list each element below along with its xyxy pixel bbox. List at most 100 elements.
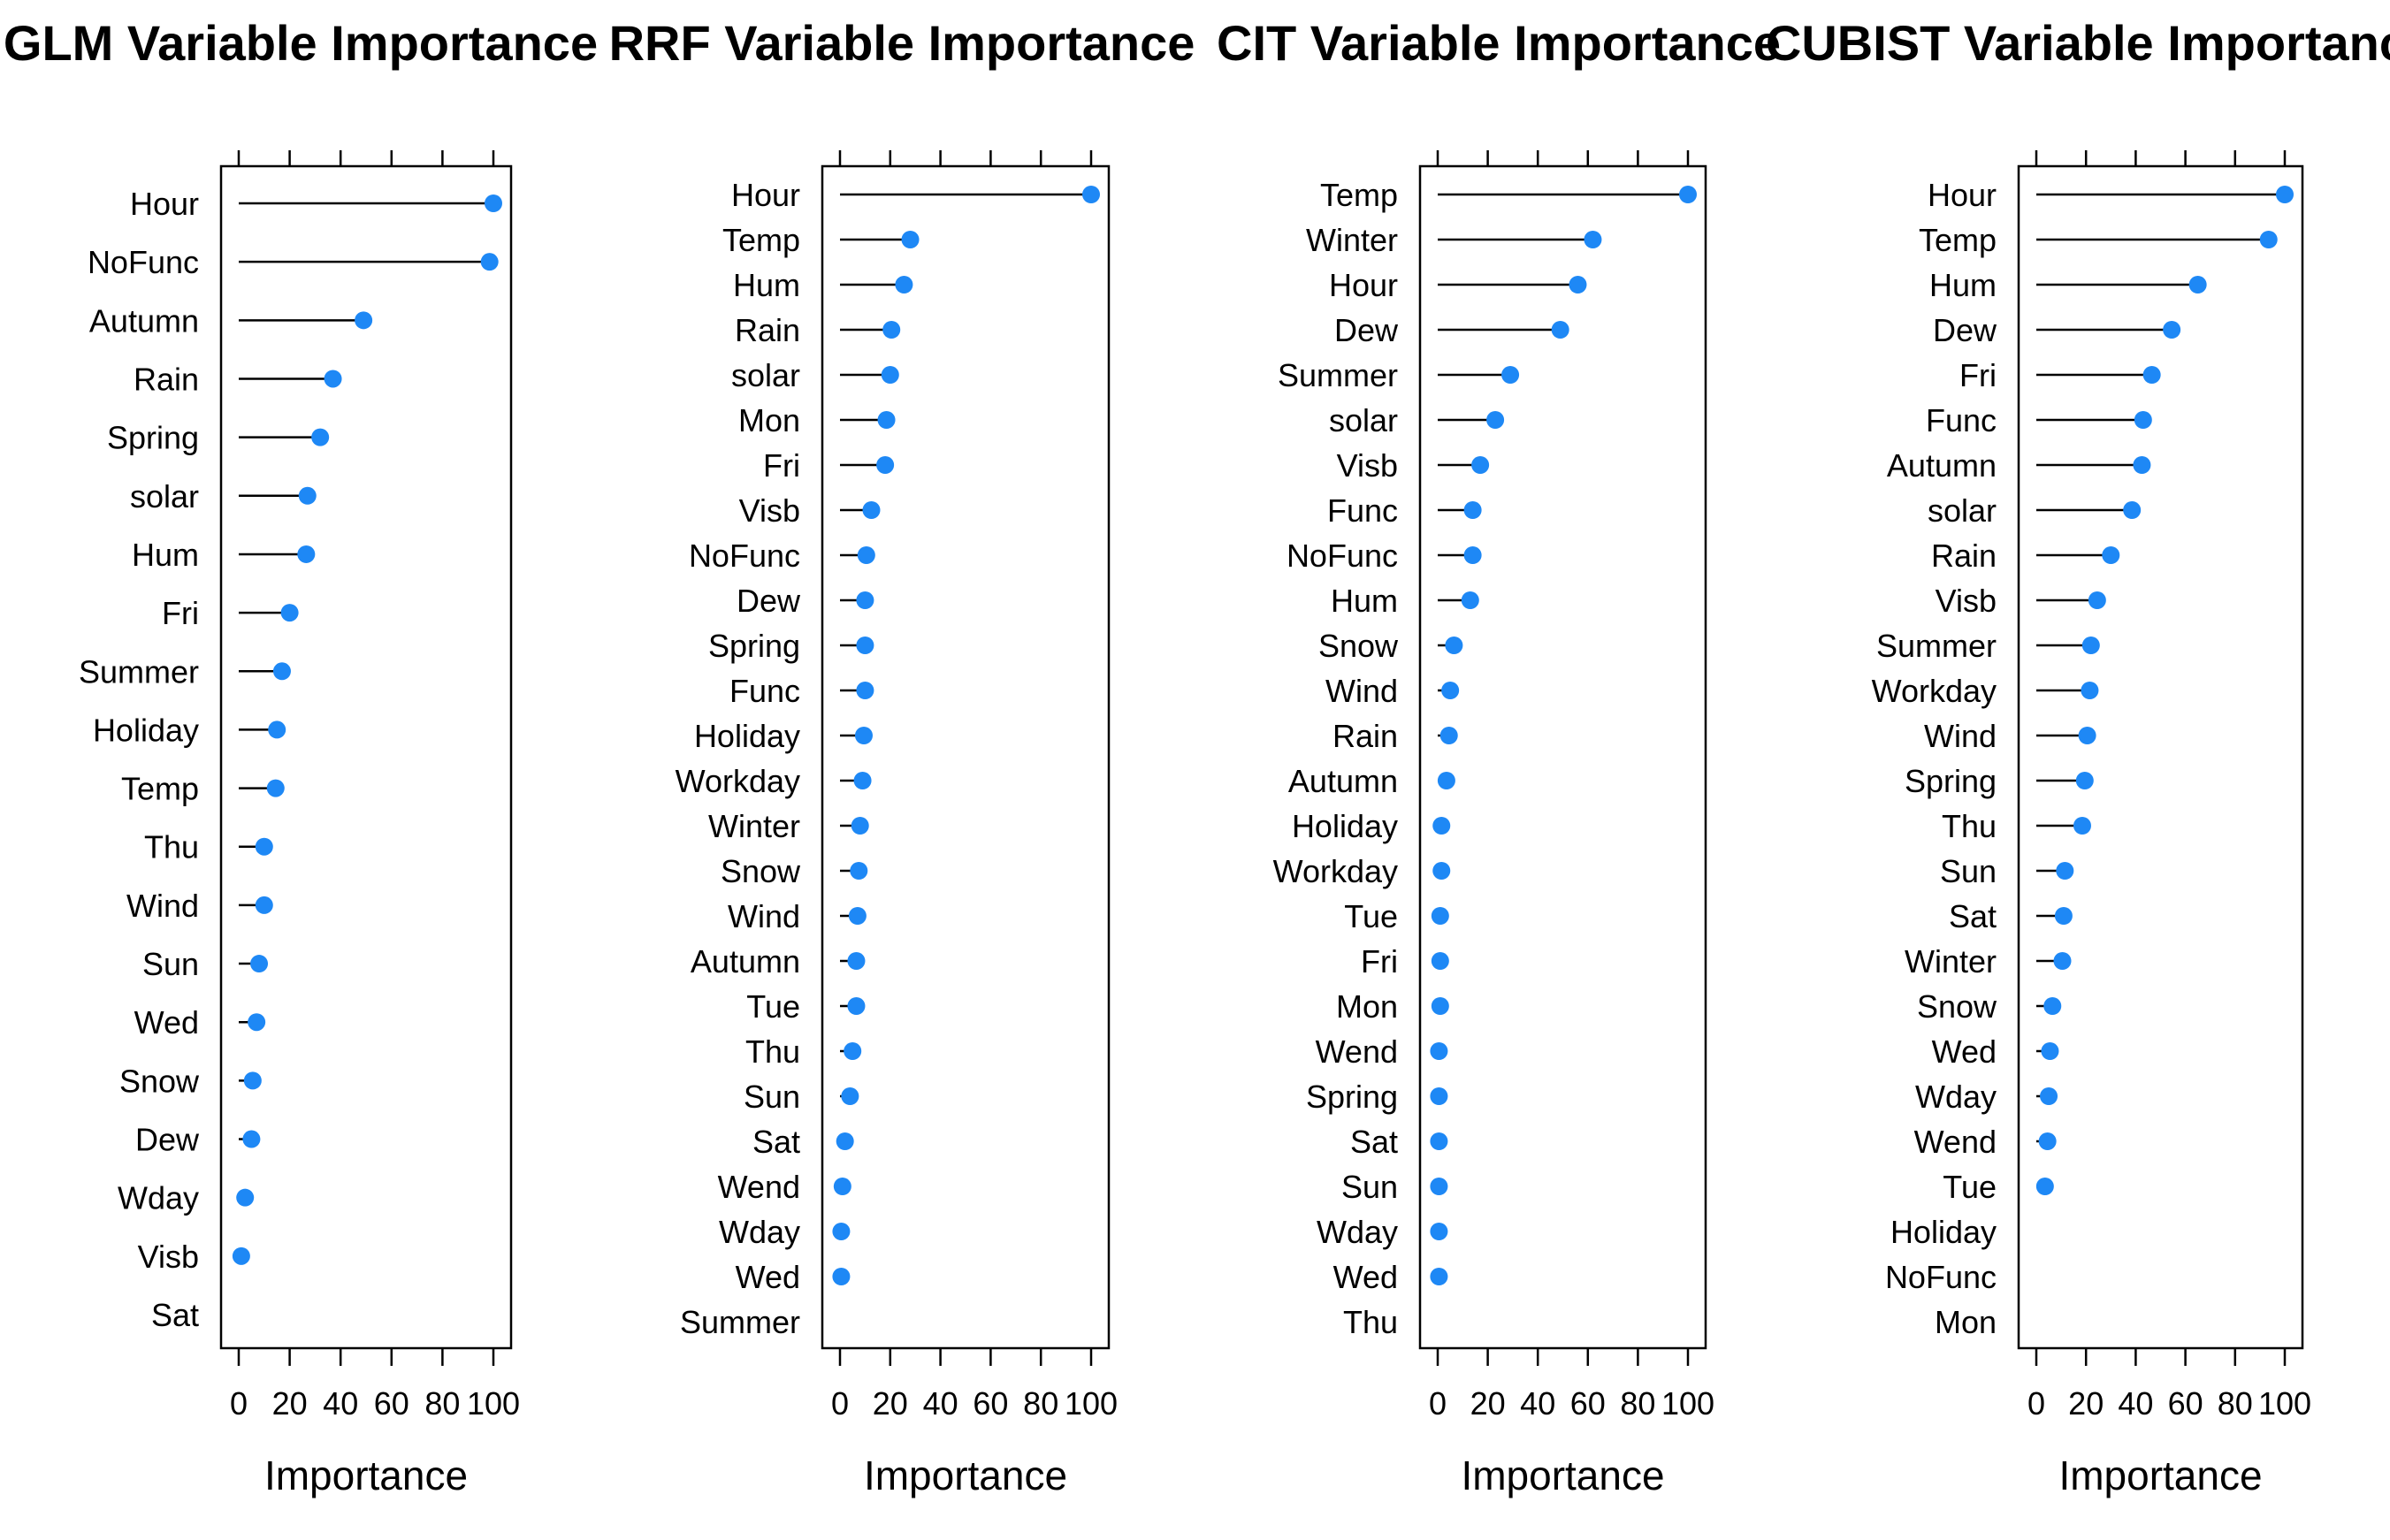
category-label: Fri: [162, 595, 199, 631]
data-point: [272, 662, 291, 681]
category-label: Mon: [738, 402, 800, 438]
category-label: Autumn: [691, 943, 800, 980]
x-tick-label: 40: [2118, 1385, 2153, 1422]
data-point: [2053, 952, 2072, 970]
x-tick-label: 80: [424, 1385, 460, 1422]
category-label: Spring: [1306, 1079, 1398, 1115]
x-axis-label: Importance: [1461, 1452, 1664, 1498]
category-label: Holiday: [1292, 808, 1398, 844]
category-label: Wed: [1333, 1259, 1398, 1295]
data-point: [297, 545, 316, 563]
x-tick-label: 20: [1470, 1385, 1506, 1422]
category-label: Wind: [126, 888, 199, 924]
category-label: solar: [1928, 492, 1997, 529]
plot-frame: [821, 164, 1111, 1350]
chart-title: CUBIST Variable Importance: [1766, 15, 2390, 71]
category-label: Temp: [1320, 177, 1398, 213]
data-point: [844, 1042, 862, 1060]
data-point: [2041, 1042, 2059, 1060]
category-label: Spring: [107, 420, 199, 456]
category-label: Winter: [708, 808, 800, 844]
data-point: [877, 411, 896, 429]
category-label: Snow: [1917, 988, 1997, 1025]
category-label: Rain: [134, 361, 199, 397]
x-axis-label: Importance: [264, 1452, 468, 1498]
data-point: [248, 1013, 266, 1032]
category-label: Winter: [1306, 222, 1398, 258]
category-label: Fri: [1361, 943, 1398, 980]
x-tick-label: 20: [272, 1385, 308, 1422]
data-point: [2043, 997, 2062, 1015]
data-point: [847, 997, 866, 1015]
data-point: [1430, 1178, 1448, 1195]
data-point: [2040, 1087, 2058, 1105]
x-tick-label: 100: [2258, 1385, 2311, 1422]
data-point: [856, 591, 874, 609]
data-point: [1584, 231, 1602, 248]
plot-frame: [219, 164, 513, 1350]
category-label: Sat: [151, 1297, 199, 1333]
category-label: Temp: [722, 222, 800, 258]
category-label: Winter: [1905, 943, 1997, 980]
data-point: [1501, 366, 1520, 384]
data-point: [311, 428, 330, 446]
category-label: Mon: [1336, 988, 1398, 1025]
category-label: Holiday: [694, 718, 800, 754]
category-label: Summer: [1278, 357, 1398, 393]
category-label: Thu: [745, 1033, 800, 1070]
data-point: [2038, 1132, 2057, 1150]
category-label: Func: [729, 673, 800, 709]
data-point: [857, 546, 875, 564]
data-point: [1430, 1132, 1448, 1150]
chart-panel-4: CUBIST Variable Importance 0 20 40 60 80 100 Im…: [1766, 15, 2390, 1498]
data-point: [850, 862, 868, 880]
data-point: [832, 1268, 851, 1285]
category-label: Wday: [118, 1180, 199, 1216]
x-tick-label: 100: [1065, 1385, 1118, 1422]
category-label: Hum: [132, 537, 199, 573]
category-label: Wend: [1914, 1124, 1997, 1160]
data-point: [856, 637, 874, 654]
data-point: [2054, 907, 2073, 925]
category-label: Holiday: [93, 712, 199, 748]
category-label: Wend: [718, 1169, 800, 1205]
category-label: Summer: [79, 653, 199, 690]
chart-panel-3: CIT Variable Importance 0 20 40 60 80 100 Impor…: [1217, 15, 1781, 1498]
x-tick-label: 80: [2218, 1385, 2253, 1422]
category-label: Hour: [731, 177, 800, 213]
data-point: [2142, 366, 2161, 384]
category-label: Hum: [1929, 267, 1997, 303]
category-label: Hour: [1928, 177, 1997, 213]
data-point: [2081, 682, 2099, 699]
data-point: [2078, 727, 2096, 744]
data-point: [901, 231, 920, 248]
category-label: Spring: [708, 628, 800, 664]
data-point: [1439, 727, 1458, 744]
x-tick-label: 60: [973, 1385, 1008, 1422]
data-point: [485, 194, 502, 212]
data-point: [255, 837, 273, 856]
data-point: [1461, 591, 1479, 609]
data-point: [480, 253, 499, 271]
category-label: Sun: [744, 1079, 800, 1115]
category-label: Dew: [1933, 312, 1997, 348]
category-label: Wday: [1915, 1079, 1997, 1115]
data-point: [1430, 1223, 1448, 1240]
category-label: Fri: [763, 447, 800, 484]
data-point: [298, 486, 317, 505]
plot-frame: [1418, 164, 1707, 1350]
data-point: [2163, 321, 2181, 339]
data-point: [1432, 817, 1451, 835]
data-point: [1430, 1042, 1448, 1060]
x-tick-label: 20: [873, 1385, 908, 1422]
category-label: solar: [731, 357, 800, 393]
category-label: Autumn: [1887, 447, 1997, 484]
data-point: [848, 907, 867, 925]
chart-panel-2: RRF Variable Importance 0 20 40 60 80 100 Impor…: [609, 15, 1195, 1498]
category-label: Thu: [1343, 1304, 1398, 1340]
category-label: Holiday: [1890, 1214, 1997, 1250]
data-point: [856, 682, 874, 699]
data-point: [1437, 772, 1455, 789]
